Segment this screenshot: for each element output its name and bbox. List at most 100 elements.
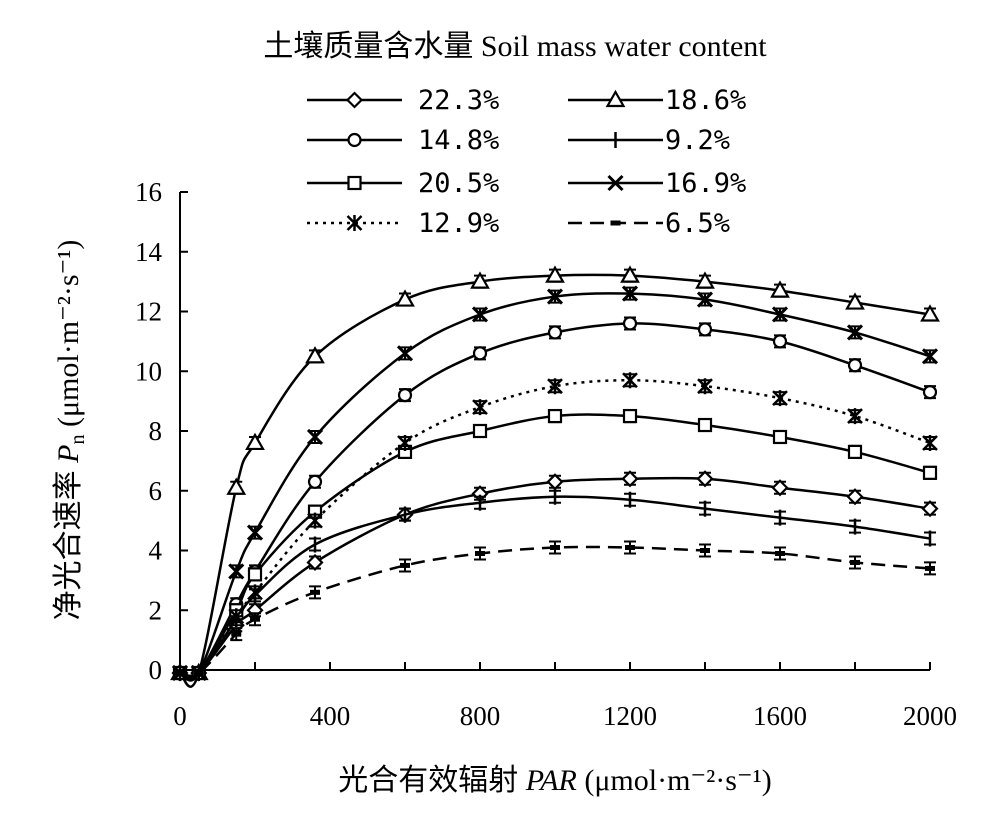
data-point <box>622 408 638 424</box>
data-point <box>921 348 939 365</box>
legend-marker <box>345 91 364 109</box>
legend-entry: 16.9% <box>568 168 746 199</box>
data-point <box>621 285 639 302</box>
legend-entry: 12.9% <box>307 208 499 239</box>
data-point <box>697 322 713 337</box>
legend: 22.3% 18.6% 14.8% 9.2% 20.5% 16.9% 12.9% 6.5% <box>307 85 746 239</box>
data-point <box>397 388 413 403</box>
data-point <box>470 271 490 289</box>
data-point <box>546 473 564 491</box>
y-tick-label: 0 <box>149 655 163 685</box>
data-point <box>545 265 565 283</box>
legend-label: 14.8% <box>418 125 499 156</box>
data-point <box>845 292 865 310</box>
data-point <box>847 408 863 425</box>
data-point <box>622 316 638 331</box>
data-point <box>471 306 489 323</box>
legend-entry: 9.2% <box>568 125 730 156</box>
data-point <box>245 432 265 451</box>
data-point <box>771 479 789 497</box>
data-point <box>772 390 788 407</box>
data-point <box>847 358 863 373</box>
series-line <box>179 545 931 678</box>
legend-entry: 14.8% <box>307 125 499 156</box>
data-point <box>193 670 204 676</box>
data-point <box>396 345 414 362</box>
legend-label: 6.5% <box>665 208 730 239</box>
data-point <box>550 545 560 551</box>
data-point <box>695 271 715 289</box>
data-point <box>475 550 485 556</box>
legend-label: 20.5% <box>418 168 499 199</box>
y-tick-label: 12 <box>135 297 162 327</box>
y-tick-label: 8 <box>149 416 163 446</box>
axes: 0 2 4 6 8 10 12 14 16 0 400 800 1200 1600 2000 <box>135 177 957 731</box>
data-point <box>472 346 488 361</box>
data-point <box>775 550 785 556</box>
data-point <box>306 553 324 572</box>
y-tick-label: 16 <box>135 177 162 207</box>
data-point <box>247 567 263 582</box>
data-point <box>546 288 564 305</box>
data-point <box>247 584 263 601</box>
x-tick-label: 1600 <box>753 701 807 731</box>
legend-title: 土壤质量含水量 Soil mass water content <box>263 30 767 63</box>
data-point <box>772 334 788 349</box>
data-point <box>622 372 638 389</box>
x-tick-label: 0 <box>173 701 187 731</box>
data-point <box>625 545 635 551</box>
series-9.2% <box>178 488 936 681</box>
data-point <box>925 565 935 571</box>
data-point <box>246 524 264 541</box>
data-point <box>175 670 185 676</box>
data-point <box>620 265 640 283</box>
series-line <box>179 495 931 679</box>
legend-label: 22.3% <box>418 85 499 116</box>
x-tick-label: 800 <box>460 701 501 731</box>
data-point <box>846 324 864 341</box>
data-point <box>921 500 939 518</box>
data-point <box>696 470 714 488</box>
plot-area <box>170 265 940 688</box>
y-tick-label: 2 <box>149 595 163 625</box>
data-point <box>306 428 324 446</box>
x-tick-label: 400 <box>310 701 351 731</box>
data-point <box>772 429 788 445</box>
data-point <box>310 589 320 595</box>
data-point <box>472 399 488 416</box>
series-6.5% <box>175 540 936 678</box>
series-18.6% <box>170 265 940 688</box>
data-point <box>231 631 242 637</box>
data-point <box>621 470 639 488</box>
legend-marker <box>347 132 362 148</box>
y-axis-label: 净光合速率 Pn (μmol·m⁻²·s⁻¹) <box>52 240 89 621</box>
data-point <box>771 306 789 323</box>
data-point <box>920 304 940 322</box>
data-point <box>472 423 488 439</box>
legend-entry: 18.6% <box>568 85 746 116</box>
legend-marker <box>347 175 362 191</box>
data-point <box>922 434 938 451</box>
data-point <box>700 548 710 553</box>
legend-label: 9.2% <box>665 125 730 156</box>
data-point <box>226 477 247 495</box>
data-point <box>228 563 245 580</box>
legend-label: 12.9% <box>418 208 499 239</box>
data-point <box>846 488 864 506</box>
legend-marker <box>607 174 624 192</box>
series-line <box>179 476 931 678</box>
legend-label: 18.6% <box>665 85 746 116</box>
y-tick-label: 10 <box>135 356 162 386</box>
data-point <box>547 408 563 424</box>
y-tick-label: 4 <box>149 536 163 566</box>
data-point <box>697 417 713 433</box>
x-axis-label: 光合有效辐射 PAR (μmol·m⁻²·s⁻¹) <box>338 764 772 797</box>
x-tick-label: 2000 <box>903 701 957 731</box>
data-point <box>228 608 245 625</box>
data-point <box>307 474 323 489</box>
data-point <box>250 616 260 622</box>
data-point <box>307 512 323 529</box>
data-point <box>395 289 415 307</box>
data-point <box>922 385 938 400</box>
